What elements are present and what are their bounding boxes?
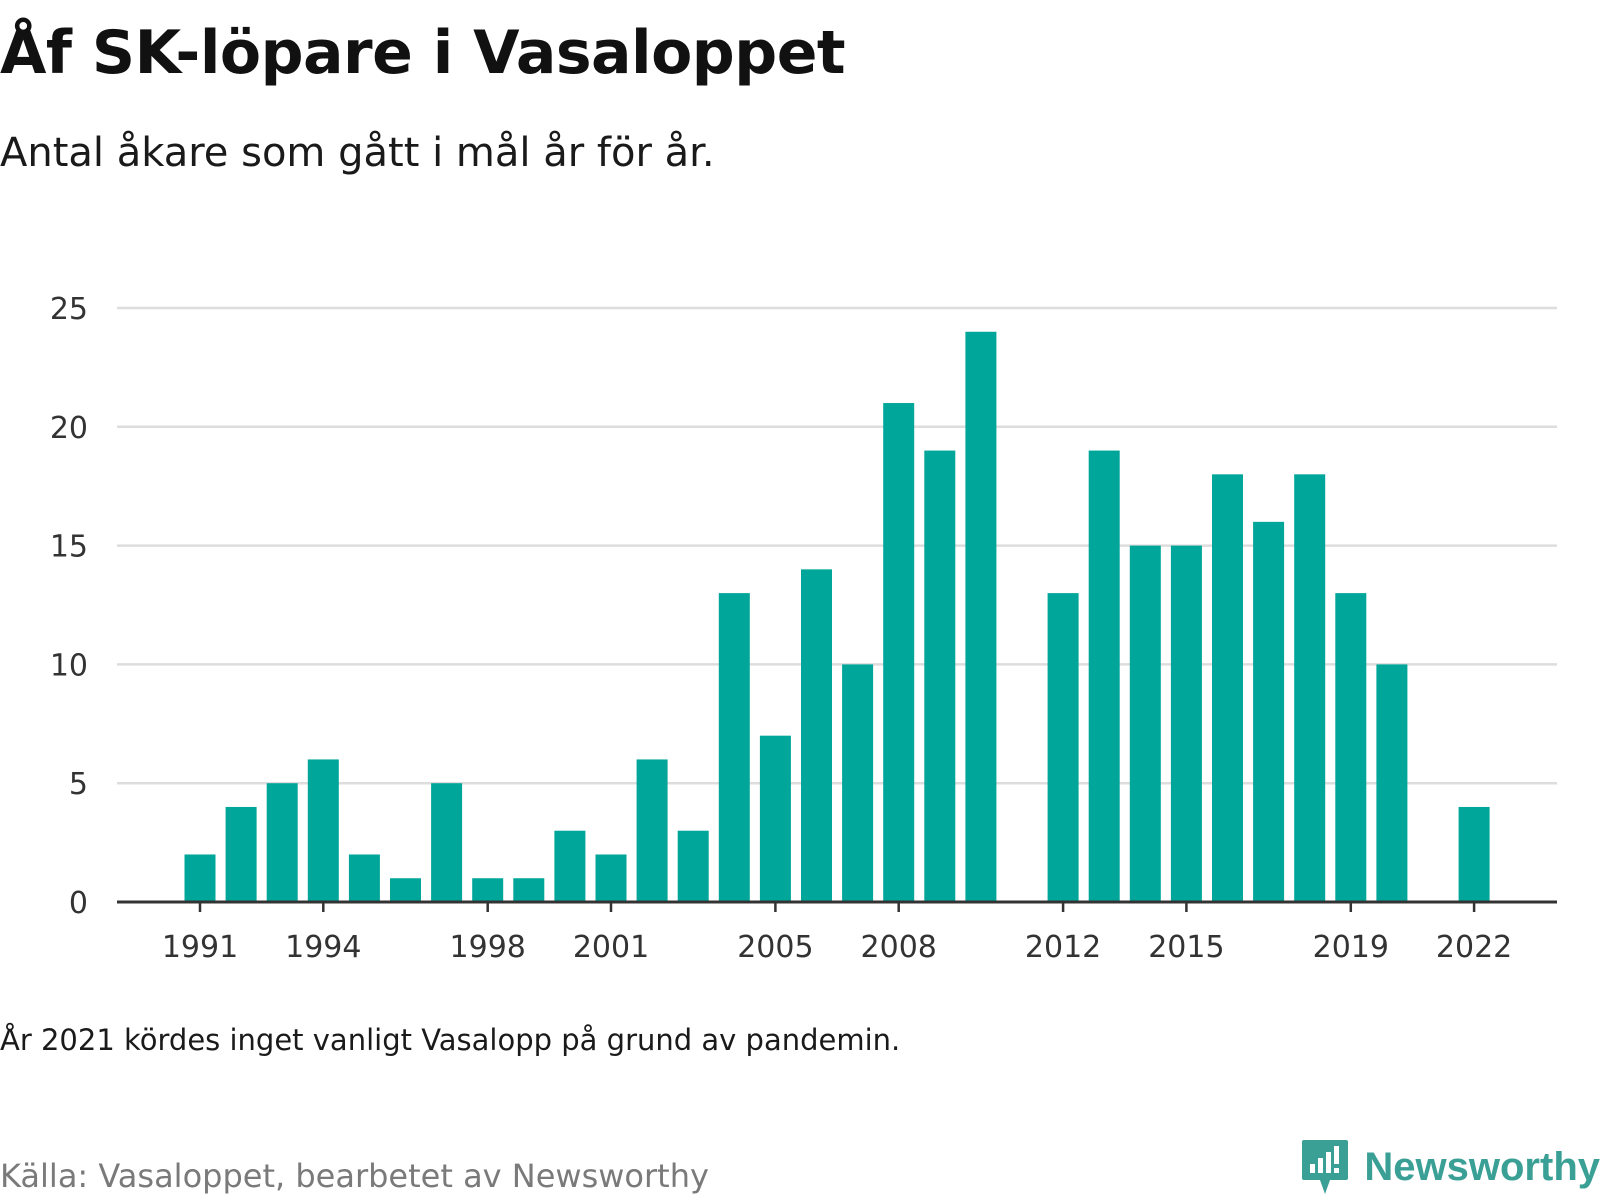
x-tick-label: 2019	[1313, 930, 1389, 965]
bars	[184, 331, 1490, 902]
logo-text: Newsworthy	[1364, 1144, 1600, 1189]
source-text: Källa: Vasaloppet, bearbetet av Newswort…	[0, 1157, 709, 1195]
bar-2006	[801, 569, 832, 902]
x-tick-label: 1991	[162, 930, 238, 965]
bar-2022	[1458, 806, 1490, 902]
bar-2019	[1335, 593, 1367, 902]
bar-2018	[1294, 474, 1326, 902]
newsworthy-logo-icon	[1302, 1140, 1349, 1194]
x-tick-label: 2022	[1436, 930, 1512, 965]
x-axis-ticks: 1991 1994 1998 2001 2005 2008 2012 2015 2019 2022	[162, 902, 1512, 965]
bar-2007	[842, 664, 874, 902]
newsworthy-logo: Newsworthy	[1300, 1138, 1600, 1196]
y-axis-ticks: 0 5 10 15 20 25	[50, 292, 88, 921]
x-tick-label: 2012	[1025, 930, 1101, 965]
bar-2014	[1129, 545, 1161, 902]
bar-1991	[184, 854, 216, 902]
x-tick-label: 2001	[573, 930, 649, 965]
bar-2008	[883, 403, 915, 902]
bar-2017	[1253, 521, 1285, 902]
bar-1997	[431, 783, 463, 902]
bar-2016	[1212, 474, 1243, 902]
bar-2003	[677, 830, 709, 902]
bar-2013	[1088, 450, 1120, 902]
x-tick-label: 2008	[861, 930, 937, 965]
bar-2009	[924, 450, 956, 902]
bar-2005	[759, 735, 791, 902]
bar-1996	[390, 878, 421, 902]
bar-2015	[1170, 545, 1202, 902]
chart-title: Åf SK-löpare i Vasaloppet	[0, 18, 846, 88]
chart-subtitle: Antal åkare som gått i mål år för år.	[0, 130, 715, 176]
bar-2012	[1047, 593, 1079, 902]
y-tick-label: 10	[50, 648, 88, 683]
y-tick-label: 5	[69, 767, 88, 802]
y-tick-label: 0	[69, 886, 88, 921]
x-tick-label: 2015	[1148, 930, 1224, 965]
bar-2004	[718, 593, 750, 902]
bar-1999	[513, 878, 545, 902]
y-tick-label: 25	[50, 292, 88, 327]
bar-2002	[636, 759, 668, 902]
bar-1993	[266, 783, 298, 902]
x-tick-label: 2005	[737, 930, 813, 965]
y-tick-label: 20	[50, 411, 88, 446]
y-tick-label: 15	[50, 530, 88, 565]
bar-chart: 0 5 10 15 20 25 1991 1994 1998 2001 2005 2008 2012 2…	[50, 292, 1557, 965]
bar-1998	[472, 878, 504, 902]
x-tick-label: 1994	[285, 930, 361, 965]
bar-2001	[595, 854, 627, 902]
x-tick-label: 1998	[450, 930, 526, 965]
bar-1995	[348, 854, 380, 902]
bar-1992	[225, 806, 257, 902]
bar-2000	[554, 830, 586, 902]
bar-2010	[965, 331, 997, 902]
chart-note: År 2021 kördes inget vanligt Vasalopp på…	[0, 1023, 901, 1057]
bar-1994	[307, 759, 339, 902]
bar-2020	[1376, 664, 1408, 902]
